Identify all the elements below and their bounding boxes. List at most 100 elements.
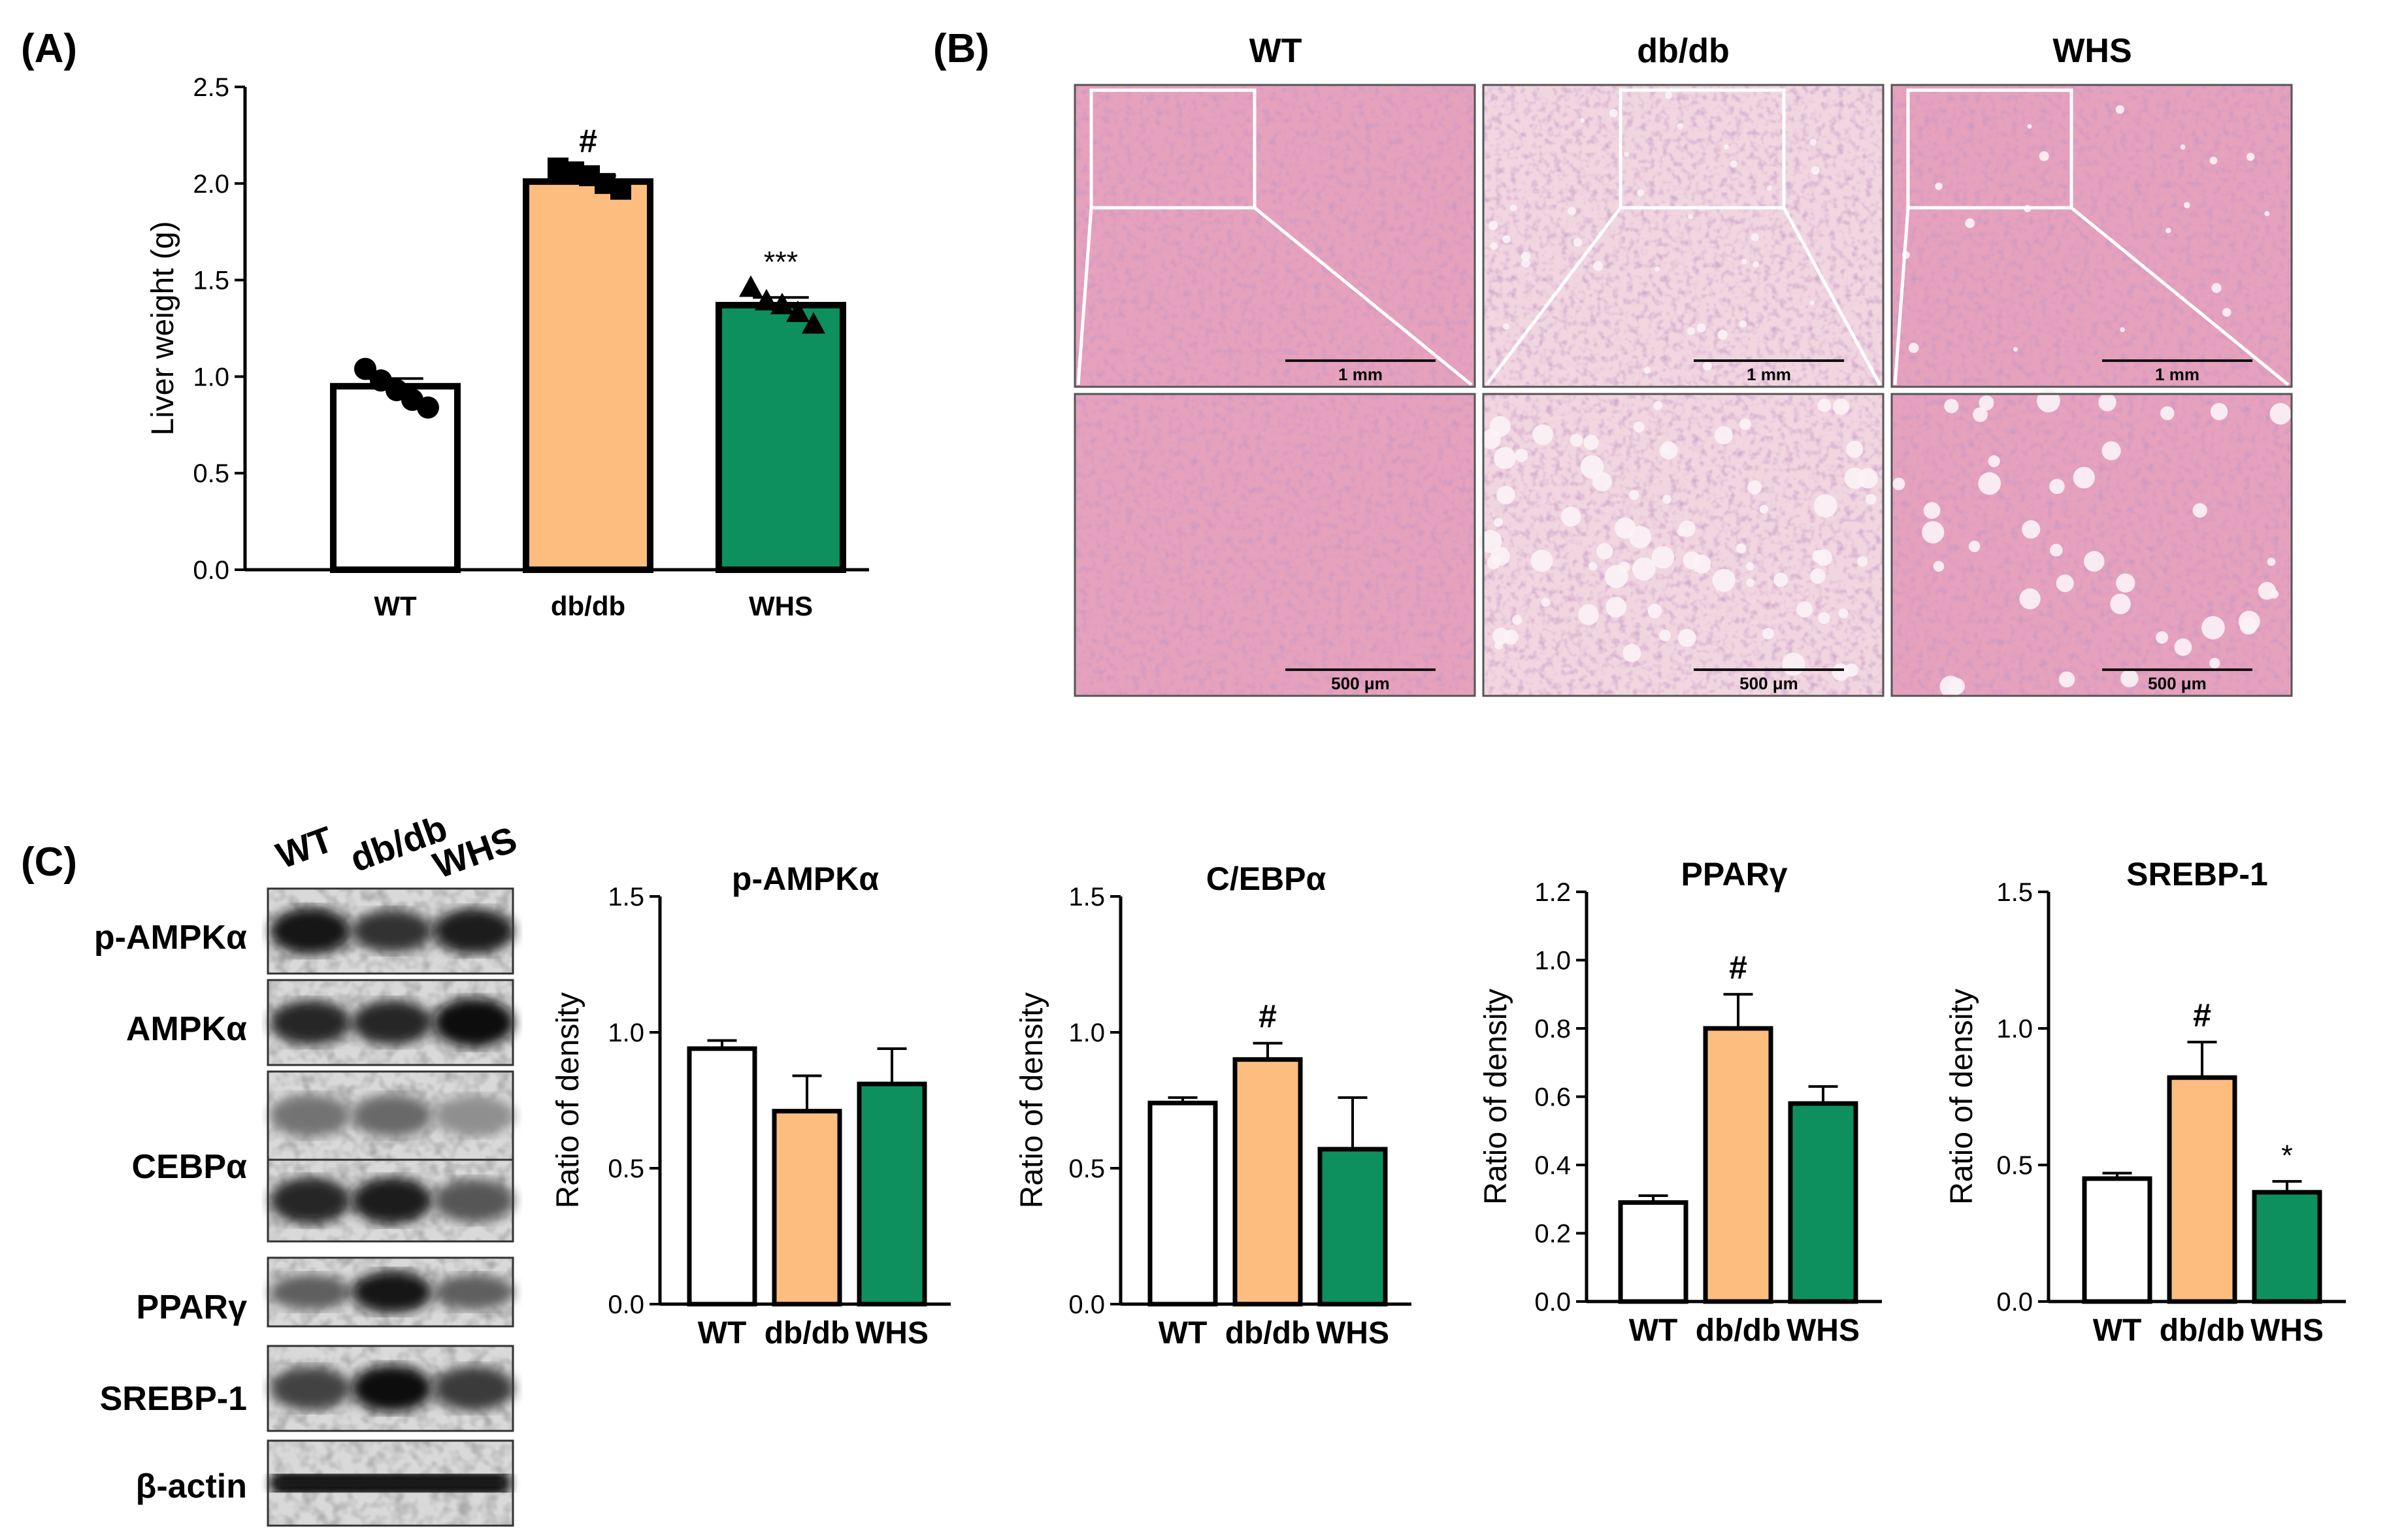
lipid-vacuole xyxy=(1637,189,1645,197)
lipid-vacuole xyxy=(1659,629,1671,642)
lipid-vacuole xyxy=(1679,520,1696,537)
lipid-vacuole xyxy=(1739,320,1747,328)
lipid-vacuole xyxy=(1730,160,1737,168)
significance-mark: * xyxy=(2281,1139,2293,1172)
chart-title: PPARγ xyxy=(1681,856,1787,893)
lipid-vacuole xyxy=(2049,544,2063,557)
lipid-vacuole xyxy=(1494,641,1503,649)
scale-bar-label: 1 mm xyxy=(2155,365,2199,384)
panel-label-a: (A) xyxy=(21,26,77,71)
blot-band xyxy=(352,1177,433,1224)
data-point xyxy=(739,275,763,297)
lipid-vacuole xyxy=(2116,573,2135,593)
bar-whs xyxy=(1788,1101,1858,1304)
lipid-vacuole xyxy=(1560,506,1581,527)
blot-border xyxy=(267,887,514,975)
bar-dbdb xyxy=(772,1109,842,1307)
lipid-vacuole xyxy=(1745,562,1754,570)
y-axis-label: Ratio of density xyxy=(1479,989,1513,1205)
lipid-vacuole xyxy=(1494,447,1516,469)
x-tick-label: db/db xyxy=(2160,1313,2245,1348)
blot-border xyxy=(267,1345,514,1432)
blot-border xyxy=(267,1256,514,1328)
chart-ppar: 0.0 0.2 0.4 0.6 0.8 1.0 1.2 Ratio of density PPA… xyxy=(1479,856,1882,1348)
lipid-vacuole xyxy=(1747,480,1762,495)
lipid-vacuole xyxy=(2115,105,2124,114)
data-point xyxy=(610,178,631,200)
lipid-vacuole xyxy=(1662,446,1671,454)
y-tick-label: 0.5 xyxy=(193,459,229,488)
scale-bar-label: 500 μm xyxy=(2148,674,2207,693)
lipid-vacuole xyxy=(1857,556,1868,567)
blot-row-label-actin: β-actin xyxy=(136,1467,247,1505)
histology-tile-top: 1 mm xyxy=(1482,84,1885,388)
x-tick-label: db/db xyxy=(765,1316,850,1351)
blot-band xyxy=(270,1000,351,1045)
lipid-vacuole xyxy=(2058,671,2075,688)
bar-wt xyxy=(1147,1100,1218,1307)
tile-border xyxy=(1890,393,2293,697)
lipid-vacuole xyxy=(2156,631,2169,644)
blot-band xyxy=(352,1271,433,1313)
lipid-vacuole xyxy=(1580,455,1604,479)
lipid-vacuole xyxy=(2201,615,2225,640)
lipid-vacuole xyxy=(1813,494,1837,518)
lipid-vacuole xyxy=(1490,242,1498,250)
lipid-vacuole xyxy=(2019,588,2041,610)
lipid-vacuole xyxy=(1496,485,1515,504)
lipid-vacuole xyxy=(1541,597,1551,607)
blot-band xyxy=(433,1366,514,1411)
x-tick-label: db/db xyxy=(1225,1316,1311,1351)
lipid-vacuole xyxy=(1892,478,1905,491)
histology-col-wt: WT xyxy=(1249,32,1302,70)
western-blot-panel: WT db/db WHS p-AMPKα AMPKα CEBPα PPARγ S… xyxy=(94,807,522,1527)
lipid-vacuole xyxy=(1736,543,1747,553)
lipid-vacuole xyxy=(1628,489,1639,500)
lipid-vacuole xyxy=(1714,426,1733,445)
lipid-vacuole xyxy=(2267,557,2276,566)
lipid-vacuole xyxy=(1838,608,1849,619)
y-tick-label: 1.0 xyxy=(608,1019,644,1047)
lipid-vacuole xyxy=(1568,206,1576,216)
blot-strip-srebp xyxy=(267,1345,514,1432)
lipid-vacuole xyxy=(1490,546,1510,566)
lipid-vacuole xyxy=(1688,214,1693,220)
blot-row-label-cebpa: CEBPα xyxy=(132,1148,247,1186)
lipid-vacuole xyxy=(1515,449,1528,462)
scale-bar-label: 1 mm xyxy=(1338,365,1383,384)
lipid-vacuole xyxy=(1677,629,1696,647)
blot-row-label-pampk: p-AMPKα xyxy=(94,919,247,957)
histology-tile-bottom: 500 μm xyxy=(1890,389,2293,698)
lipid-vacuole xyxy=(1619,561,1630,573)
lipid-vacuole xyxy=(1479,530,1502,553)
histology-col-dbdb: db/db xyxy=(1637,32,1730,70)
zoom-connector xyxy=(1893,207,1910,385)
lipid-vacuole xyxy=(1653,401,1662,410)
lipid-vacuole xyxy=(1865,494,1877,505)
blot-band xyxy=(352,1000,433,1045)
histology-panel: WT db/db WHS 1 mm 500 μm 1 mm 500 μm 1 mm 500… xyxy=(1074,32,2293,698)
data-point xyxy=(354,357,376,380)
lipid-vacuole xyxy=(2239,617,2258,635)
lipid-vacuole xyxy=(1753,261,1759,268)
lipid-vacuole xyxy=(1696,323,1706,333)
lipid-vacuole xyxy=(2022,520,2041,539)
tile-border xyxy=(1074,84,1476,388)
lipid-vacuole xyxy=(1489,221,1498,231)
lipid-vacuole xyxy=(1570,433,1583,447)
blot-band xyxy=(270,908,351,955)
bar-wt xyxy=(330,383,461,573)
bar-dbdb xyxy=(2167,1075,2237,1304)
bar-whs xyxy=(1317,1147,1388,1307)
lipid-vacuole xyxy=(1592,472,1612,492)
lipid-vacuole xyxy=(1643,367,1651,374)
zoom-connector xyxy=(1782,206,1882,386)
scale-bar-label: 500 μm xyxy=(1739,674,1798,693)
lipid-vacuole xyxy=(1683,551,1701,570)
tile-border xyxy=(1482,84,1885,388)
blot-row-label-pparg: PPARγ xyxy=(136,1288,247,1326)
blot-border xyxy=(267,1439,514,1527)
lipid-vacuole xyxy=(2049,478,2065,495)
tile-border xyxy=(1074,393,1476,697)
